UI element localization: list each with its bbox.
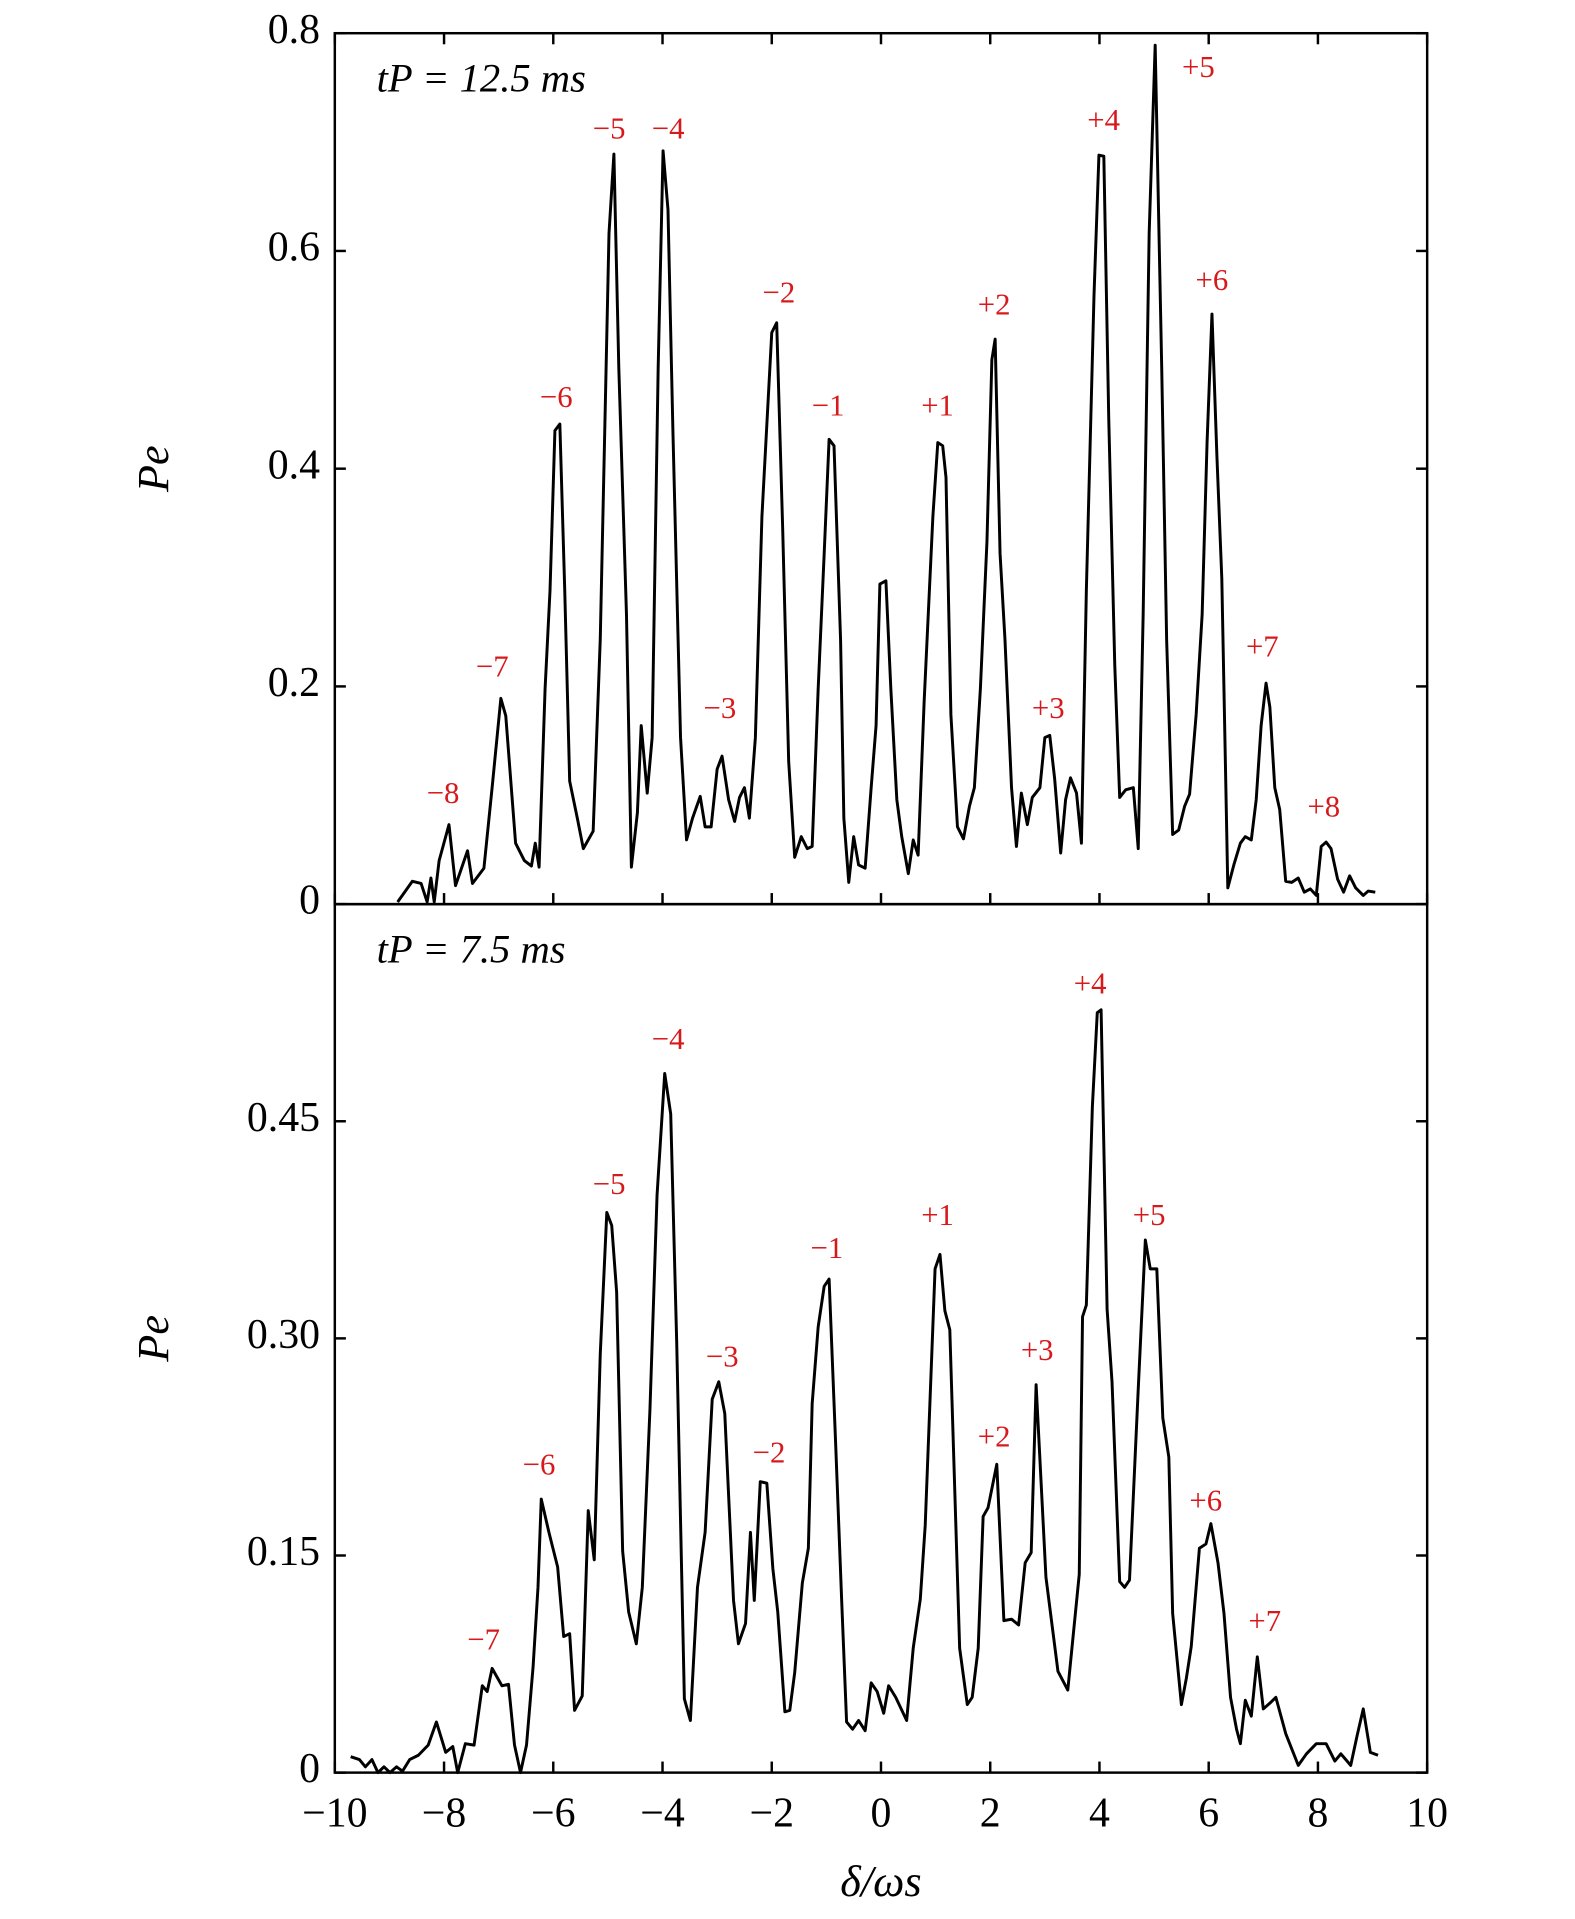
panel-title: tP = 7.5 ms: [377, 927, 566, 972]
peak-label: −6: [523, 1448, 556, 1482]
x-tick-label: −4: [640, 1790, 685, 1836]
peak-label: −8: [427, 776, 460, 810]
y-axis-label: Pe: [129, 445, 178, 493]
peak-label: −4: [652, 112, 685, 146]
x-tick-label: −6: [531, 1790, 576, 1836]
peak-label: +1: [921, 388, 954, 422]
data-line: [396, 43, 1376, 904]
peak-label: −5: [593, 1167, 626, 1201]
peak-label: −5: [593, 112, 626, 146]
x-tick-label: −10: [302, 1790, 367, 1836]
peak-label: +3: [1021, 1333, 1054, 1367]
x-tick-label: −8: [422, 1790, 466, 1836]
peak-label: +2: [978, 288, 1011, 322]
x-tick-label: 6: [1198, 1790, 1219, 1836]
peak-label: −7: [476, 649, 509, 683]
x-tick-label: 4: [1089, 1790, 1110, 1836]
x-tick-label: 0: [871, 1790, 892, 1836]
peak-label: +1: [921, 1198, 954, 1232]
peak-label: +6: [1189, 1483, 1222, 1517]
peak-label: −1: [812, 388, 845, 422]
peak-label: −2: [763, 275, 796, 309]
peak-label: +4: [1087, 103, 1120, 137]
peak-label: +4: [1074, 967, 1107, 1001]
panel-title: tP = 12.5 ms: [377, 56, 586, 101]
peak-label: −2: [753, 1435, 786, 1469]
peak-label: −6: [540, 380, 573, 414]
peak-label: −4: [652, 1022, 685, 1056]
x-tick-label: 2: [980, 1790, 1001, 1836]
y-tick-label: 0.15: [247, 1529, 320, 1575]
peak-label: +8: [1307, 789, 1340, 823]
peak-label: +3: [1032, 691, 1065, 725]
plot-frame: [333, 31, 1429, 906]
x-tick-label: 10: [1406, 1790, 1448, 1836]
peak-label: −7: [467, 1622, 500, 1656]
y-tick-label: 0: [299, 878, 320, 924]
y-tick-label: 0.45: [247, 1095, 320, 1141]
y-tick-label: 0: [299, 1746, 320, 1792]
peak-label: +6: [1196, 263, 1229, 297]
data-line: [350, 1008, 1379, 1775]
y-tick-label: 0.30: [247, 1312, 320, 1358]
peak-label: +2: [978, 1419, 1011, 1453]
x-axis-label: δ/ωs: [840, 1857, 921, 1906]
y-tick-label: 0.6: [268, 225, 320, 271]
y-tick-label: 0.4: [268, 442, 320, 488]
peak-label: −3: [703, 691, 736, 725]
y-axis-label: Pe: [129, 1315, 178, 1363]
y-tick-label: 0.2: [268, 660, 320, 706]
y-tick-label: 0.8: [268, 7, 320, 53]
peak-label: −3: [706, 1339, 739, 1373]
peak-label: +7: [1246, 630, 1279, 664]
peak-label: +7: [1248, 1604, 1281, 1638]
peak-label: −1: [811, 1231, 844, 1265]
x-tick-label: 8: [1307, 1790, 1328, 1836]
peak-label: +5: [1182, 50, 1215, 84]
peak-label: +5: [1133, 1198, 1166, 1232]
x-tick-label: −2: [750, 1790, 795, 1836]
